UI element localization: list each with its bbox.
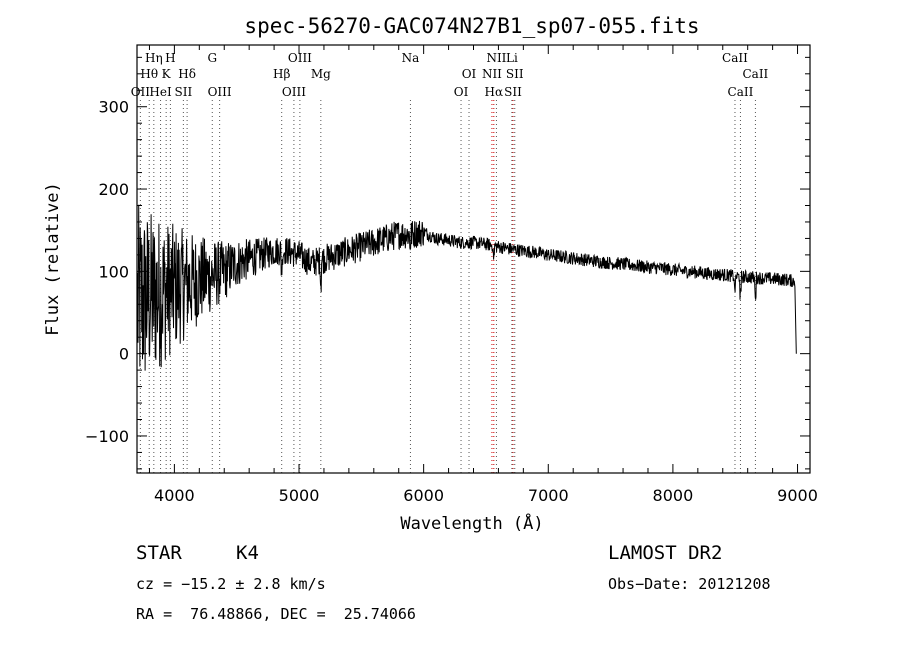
spectral-line-label: Hβ [273,67,290,81]
spectral-line-label: OIII [208,85,232,99]
y-tick-label: 0 [119,345,129,364]
y-tick-label: 100 [98,262,129,281]
spectral-line-label: K [162,67,172,81]
y-tick-label: 200 [98,180,129,199]
spectral-line-label: Li [506,51,518,65]
chart-title: spec-56270-GAC074N27B1_sp07-055.fits [244,14,699,38]
spectral-line-label: Hδ [178,67,196,81]
x-tick-label: 7000 [528,486,569,505]
spectral-line-label: OI [462,67,477,81]
spectral-line-label: CaII [728,85,754,99]
x-tick-label: 4000 [154,486,195,505]
y-tick-label: −100 [85,427,129,446]
redshift-value: cz = −15.2 ± 2.8 km/s [136,575,326,593]
observation-date: Obs−Date: 20121208 [608,575,771,593]
spectrum-series [137,204,797,371]
y-tick-label: 300 [98,98,129,117]
spectral-line-label: SII [504,85,522,99]
spectral-line-label: Hθ [140,67,158,81]
spectral-line-label: OI [454,85,469,99]
object-subclass: K4 [236,542,259,564]
spectral-line-markers: OII Hθ Hη HeI KH SII Hδ G OIII Hβ OIII OIII Mg Na OI OI… [131,51,769,473]
x-tick-label: 5000 [279,486,320,505]
sky-coordinates: RA = 76.48866, DEC = 25.74066 [136,605,416,623]
spectral-line-label: NII [482,67,502,81]
spectral-line-label: OIII [288,51,312,65]
spectral-line-label: Hα [485,85,504,99]
spectral-line-label: CaII [722,51,748,65]
spectral-line-label: G [207,51,217,65]
spectral-line-label: Na [402,51,420,65]
plot-frame [136,44,811,474]
spectral-line-label: OIII [282,85,306,99]
object-class: STAR [136,542,182,564]
axes: 4000 5000 6000 7000 8000 9000 −100 0 100 200 300 [85,45,818,505]
x-tick-label: 9000 [777,486,818,505]
survey-name: LAMOST DR2 [608,542,723,564]
x-tick-label: 8000 [653,486,694,505]
x-tick-label: 6000 [403,486,444,505]
spectral-line-label: NII [486,51,506,65]
y-axis-label: Flux (relative) [43,182,63,336]
spectral-line-label: HeI [149,85,172,99]
spectral-line-label: CaII [742,67,768,81]
spectral-line-label: SII [175,85,193,99]
x-axis-label: Wavelength (Å) [400,512,543,534]
spectrum-line [137,204,797,371]
spectral-line-label: Mg [311,67,331,81]
spectral-line-label: Hη [145,51,163,65]
spectral-line-label: SII [506,67,524,81]
spectral-line-label: H [165,51,175,65]
spectral-line-label: OII [131,85,151,99]
